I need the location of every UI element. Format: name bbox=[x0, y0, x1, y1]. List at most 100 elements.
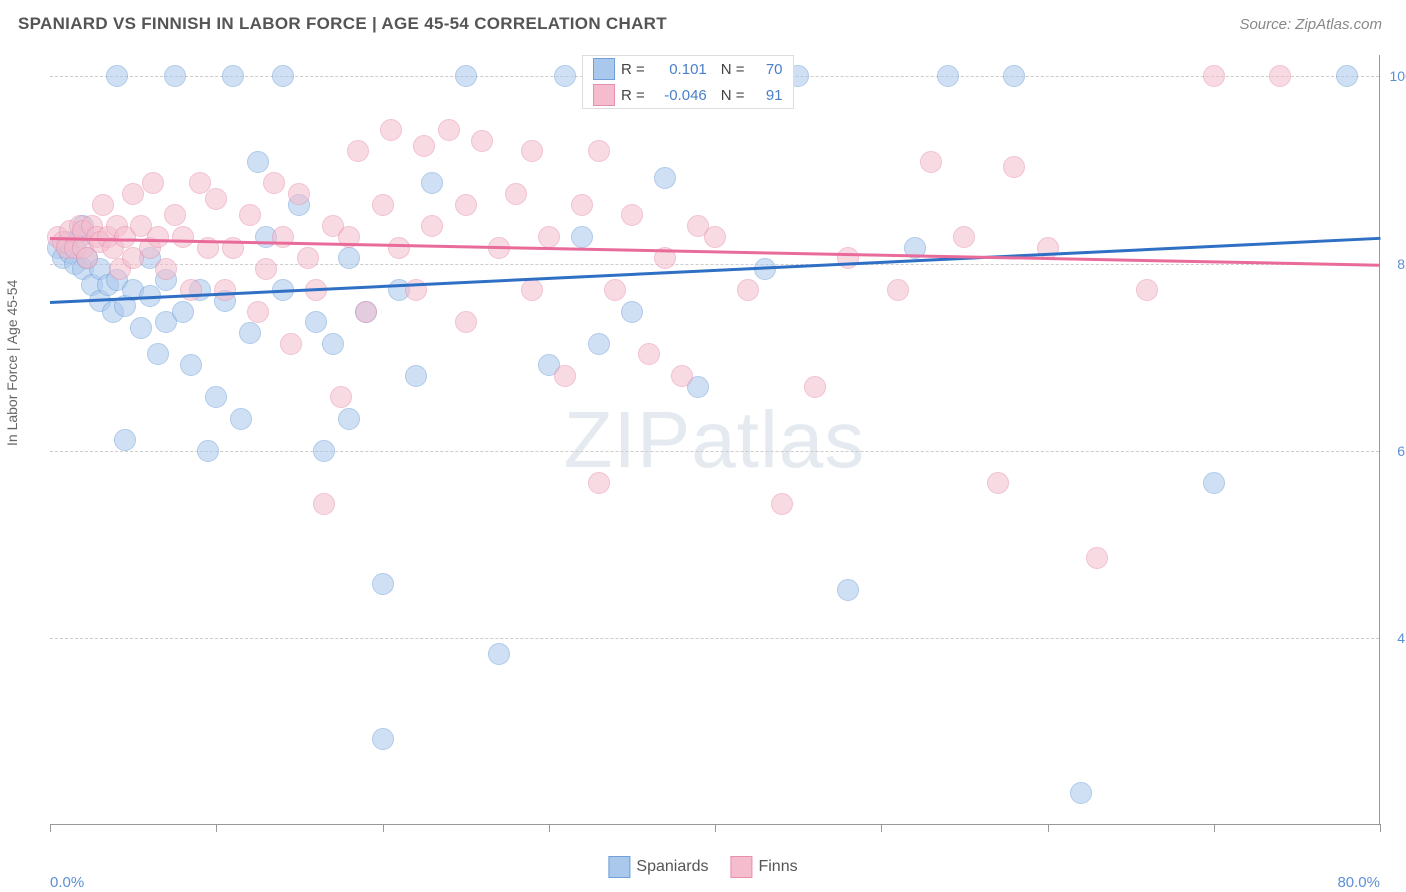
data-point bbox=[1336, 65, 1358, 87]
data-point bbox=[147, 226, 169, 248]
data-point bbox=[372, 194, 394, 216]
data-point bbox=[155, 258, 177, 280]
legend-swatch bbox=[593, 58, 615, 80]
gridline bbox=[50, 264, 1379, 265]
data-point bbox=[920, 151, 942, 173]
data-point bbox=[521, 140, 543, 162]
legend-label: Spaniards bbox=[636, 858, 708, 875]
data-point bbox=[239, 322, 261, 344]
data-point bbox=[230, 408, 252, 430]
data-point bbox=[488, 643, 510, 665]
data-point bbox=[1269, 65, 1291, 87]
n-label: N = bbox=[721, 61, 745, 78]
gridline bbox=[50, 638, 1379, 639]
data-point bbox=[122, 183, 144, 205]
r-label: R = bbox=[621, 87, 645, 104]
legend-swatch bbox=[608, 856, 630, 878]
r-value: 0.101 bbox=[651, 61, 707, 78]
data-point bbox=[671, 365, 693, 387]
data-point bbox=[263, 172, 285, 194]
legend-row: R = -0.046 N = 91 bbox=[583, 82, 793, 108]
data-point bbox=[538, 226, 560, 248]
r-label: R = bbox=[621, 61, 645, 78]
data-point bbox=[247, 151, 269, 173]
data-point bbox=[1003, 156, 1025, 178]
data-point bbox=[197, 440, 219, 462]
data-point bbox=[987, 472, 1009, 494]
data-point bbox=[388, 237, 410, 259]
data-point bbox=[588, 472, 610, 494]
data-point bbox=[837, 247, 859, 269]
data-point bbox=[164, 65, 186, 87]
data-point bbox=[571, 226, 593, 248]
data-point bbox=[338, 408, 360, 430]
data-point bbox=[372, 728, 394, 750]
data-point bbox=[455, 311, 477, 333]
data-point bbox=[142, 172, 164, 194]
data-point bbox=[372, 573, 394, 595]
data-point bbox=[588, 333, 610, 355]
x-tick bbox=[549, 824, 550, 832]
n-value: 70 bbox=[751, 61, 783, 78]
n-label: N = bbox=[721, 87, 745, 104]
legend-item: Spaniards bbox=[608, 856, 708, 878]
legend-swatch bbox=[593, 84, 615, 106]
data-point bbox=[180, 354, 202, 376]
data-point bbox=[953, 226, 975, 248]
chart-title: SPANIARD VS FINNISH IN LABOR FORCE | AGE… bbox=[18, 14, 667, 34]
data-point bbox=[571, 194, 593, 216]
data-point bbox=[255, 258, 277, 280]
data-point bbox=[887, 279, 909, 301]
y-tick-label: 82.5% bbox=[1397, 256, 1406, 272]
data-point bbox=[1136, 279, 1158, 301]
data-point bbox=[621, 204, 643, 226]
data-point bbox=[222, 65, 244, 87]
data-point bbox=[297, 247, 319, 269]
source-label: Source: ZipAtlas.com bbox=[1239, 16, 1382, 33]
n-value: 91 bbox=[751, 87, 783, 104]
y-tick-label: 47.5% bbox=[1397, 630, 1406, 646]
data-point bbox=[180, 279, 202, 301]
data-point bbox=[1070, 782, 1092, 804]
x-tick bbox=[50, 824, 51, 832]
data-point bbox=[288, 183, 310, 205]
data-point bbox=[114, 429, 136, 451]
data-point bbox=[305, 311, 327, 333]
data-point bbox=[737, 279, 759, 301]
data-point bbox=[505, 183, 527, 205]
data-point bbox=[554, 365, 576, 387]
data-point bbox=[330, 386, 352, 408]
data-point bbox=[205, 386, 227, 408]
data-point bbox=[837, 579, 859, 601]
data-point bbox=[239, 204, 261, 226]
data-point bbox=[804, 376, 826, 398]
r-value: -0.046 bbox=[651, 87, 707, 104]
data-point bbox=[771, 493, 793, 515]
y-axis-title: In Labor Force | Age 45-54 bbox=[4, 280, 20, 446]
data-point bbox=[347, 140, 369, 162]
data-point bbox=[92, 194, 114, 216]
data-point bbox=[164, 204, 186, 226]
data-point bbox=[421, 215, 443, 237]
data-point bbox=[413, 135, 435, 157]
x-tick bbox=[1048, 824, 1049, 832]
data-point bbox=[338, 247, 360, 269]
data-point bbox=[471, 130, 493, 152]
x-tick bbox=[881, 824, 882, 832]
watermark: ZIPatlas bbox=[564, 394, 865, 486]
data-point bbox=[654, 167, 676, 189]
data-point bbox=[1203, 65, 1225, 87]
data-point bbox=[272, 226, 294, 248]
data-point bbox=[247, 301, 269, 323]
correlation-legend: R = 0.101 N = 70 R = -0.046 N = 91 bbox=[582, 55, 794, 109]
y-tick-label: 65.0% bbox=[1397, 443, 1406, 459]
y-tick-label: 100.0% bbox=[1390, 68, 1406, 84]
data-point bbox=[106, 65, 128, 87]
data-point bbox=[421, 172, 443, 194]
data-point bbox=[130, 317, 152, 339]
x-tick bbox=[715, 824, 716, 832]
plot-area: ZIPatlas 47.5%65.0%82.5%100.0% bbox=[50, 55, 1380, 825]
data-point bbox=[588, 140, 610, 162]
data-point bbox=[638, 343, 660, 365]
data-point bbox=[205, 188, 227, 210]
